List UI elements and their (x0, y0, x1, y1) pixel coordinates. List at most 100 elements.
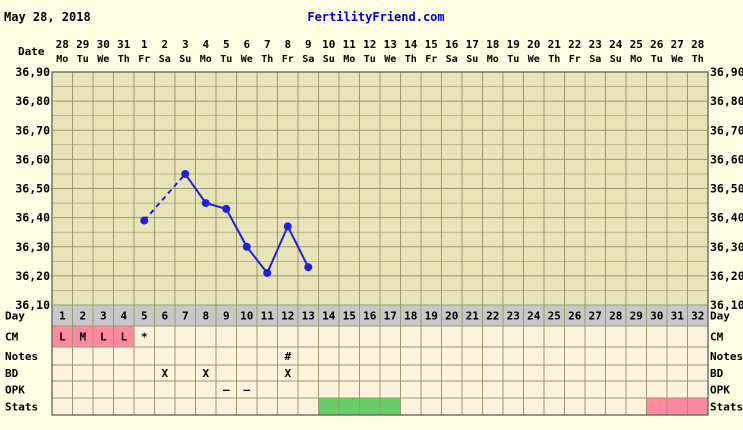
temperature-point (304, 263, 313, 272)
cm-menses-cell (72, 326, 93, 347)
cycle-day-label: 32 (691, 310, 704, 323)
date-label: 30 (97, 38, 110, 51)
weekday-label: We (384, 54, 396, 65)
notes-entry: # (284, 350, 291, 363)
cycle-day-label: 23 (507, 310, 520, 323)
weekday-label: Th (405, 54, 417, 65)
row-label-left: Stats (5, 401, 38, 414)
temperature-segment (245, 246, 269, 274)
weekday-label: We (241, 54, 253, 65)
row-label-right: Day (710, 310, 730, 323)
y-tick-label: 36,50 (15, 182, 50, 196)
cycle-day-label: 9 (223, 310, 230, 323)
temperature-point (181, 169, 190, 178)
temperature-point (242, 242, 251, 251)
opk-entry: – (243, 384, 250, 397)
y-tick-label: 36,50 (710, 182, 743, 196)
cycle-day-label: 7 (182, 310, 189, 323)
grid (51, 71, 709, 416)
weekday-label: Mo (630, 54, 642, 65)
date-label: 31 (117, 38, 131, 51)
cm-entry: L (120, 331, 127, 344)
date-header: 28 29 30 31 1 2 3 4 5 6 7 8 9 10 11 12 13 14 15 16 17 18 19 20 2… (56, 38, 705, 65)
cycle-day-label: 30 (650, 310, 663, 323)
y-tick-label: 36,60 (710, 152, 743, 166)
temperature-segment (225, 208, 248, 248)
date-label: 27 (671, 38, 684, 51)
date-label: 16 (445, 38, 459, 51)
temperature-segment-dashed (143, 173, 187, 222)
date-label: 21 (548, 38, 562, 51)
bd-entry: X (202, 367, 209, 380)
row-label-left: Notes (5, 350, 38, 363)
weekday-label: We (671, 54, 683, 65)
weekday-label: Th (692, 54, 704, 65)
weekday-label: Fr (282, 54, 294, 65)
y-tick-label: 36,70 (710, 123, 743, 137)
date-row-label: Date (18, 45, 45, 58)
y-axis-right: 36,90 36,80 36,70 36,60 36,50 36,40 36,30 36,20… (710, 65, 743, 312)
cycle-day-label: 17 (384, 310, 397, 323)
weekday-label: Sa (302, 54, 314, 65)
cm-entry: L (100, 331, 107, 344)
stats-menses-cell (667, 398, 688, 415)
cycle-day-label: 1 (59, 310, 66, 323)
cycle-day-label: 12 (281, 310, 294, 323)
weekday-label: We (528, 54, 540, 65)
temperature-segment (266, 225, 289, 274)
weekday-label: Sa (446, 54, 458, 65)
weekday-label: Mo (56, 54, 68, 65)
stats-fertile-cell (318, 398, 339, 415)
fertility-rows: Day Day CM CM Notes Notes BD BD OPK OPK Stats Stats… (5, 310, 743, 414)
date-label: 10 (322, 38, 335, 51)
weekday-label: Sa (589, 54, 601, 65)
date-label: 26 (650, 38, 664, 51)
y-tick-label: 36,30 (710, 240, 743, 254)
cycle-day-label: 20 (445, 310, 458, 323)
y-tick-label: 36,20 (15, 269, 50, 283)
weekday-label: Su (179, 54, 191, 65)
stats-fertile-cell (339, 398, 360, 415)
temperature-point (263, 268, 272, 277)
cm-entry: L (59, 331, 66, 344)
weekday-label: Mo (487, 54, 499, 65)
temperature-point (222, 204, 231, 213)
cycle-day-label: 10 (240, 310, 253, 323)
stats-menses-cell (687, 398, 708, 415)
date-label: 5 (223, 38, 230, 51)
cycle-day-label: 14 (322, 310, 336, 323)
weekday-label: We (97, 54, 109, 65)
y-axis-left: 36,90 36,80 36,70 36,60 36,50 36,40 36,30 36,20… (15, 65, 50, 312)
date-label: 3 (182, 38, 189, 51)
temperature-segment (286, 225, 310, 268)
weekday-label: Tu (364, 54, 376, 65)
y-tick-label: 36,20 (710, 269, 743, 283)
cm-menses-cell (113, 326, 134, 347)
y-tick-label: 36,40 (15, 211, 50, 225)
weekday-label: Fr (569, 54, 581, 65)
y-tick-label: 36,70 (15, 123, 50, 137)
cycle-day-label: 4 (120, 310, 127, 323)
weekday-label: Mo (200, 54, 212, 65)
row-label-left: OPK (5, 384, 25, 397)
date-label: 12 (363, 38, 376, 51)
date-label: 9 (305, 38, 312, 51)
y-tick-label: 36,90 (710, 65, 743, 79)
stats-menses-cell (646, 398, 667, 415)
weekday-label: Tu (507, 54, 519, 65)
row-label-right: CM (710, 331, 724, 344)
row-label-right: BD (710, 367, 724, 380)
date-label: 15 (425, 38, 438, 51)
chart-border (51, 71, 709, 416)
temperature-point (283, 222, 292, 231)
cycle-day-label: 18 (404, 310, 417, 323)
y-tick-label: 36,80 (15, 94, 50, 108)
weekday-label: Su (323, 54, 335, 65)
weekday-label: Fr (138, 54, 150, 65)
date-label: 6 (243, 38, 250, 51)
date-label: 4 (202, 38, 209, 51)
date-label: 29 (76, 38, 89, 51)
cm-menses-cell (93, 326, 114, 347)
cm-entry: * (141, 331, 148, 344)
